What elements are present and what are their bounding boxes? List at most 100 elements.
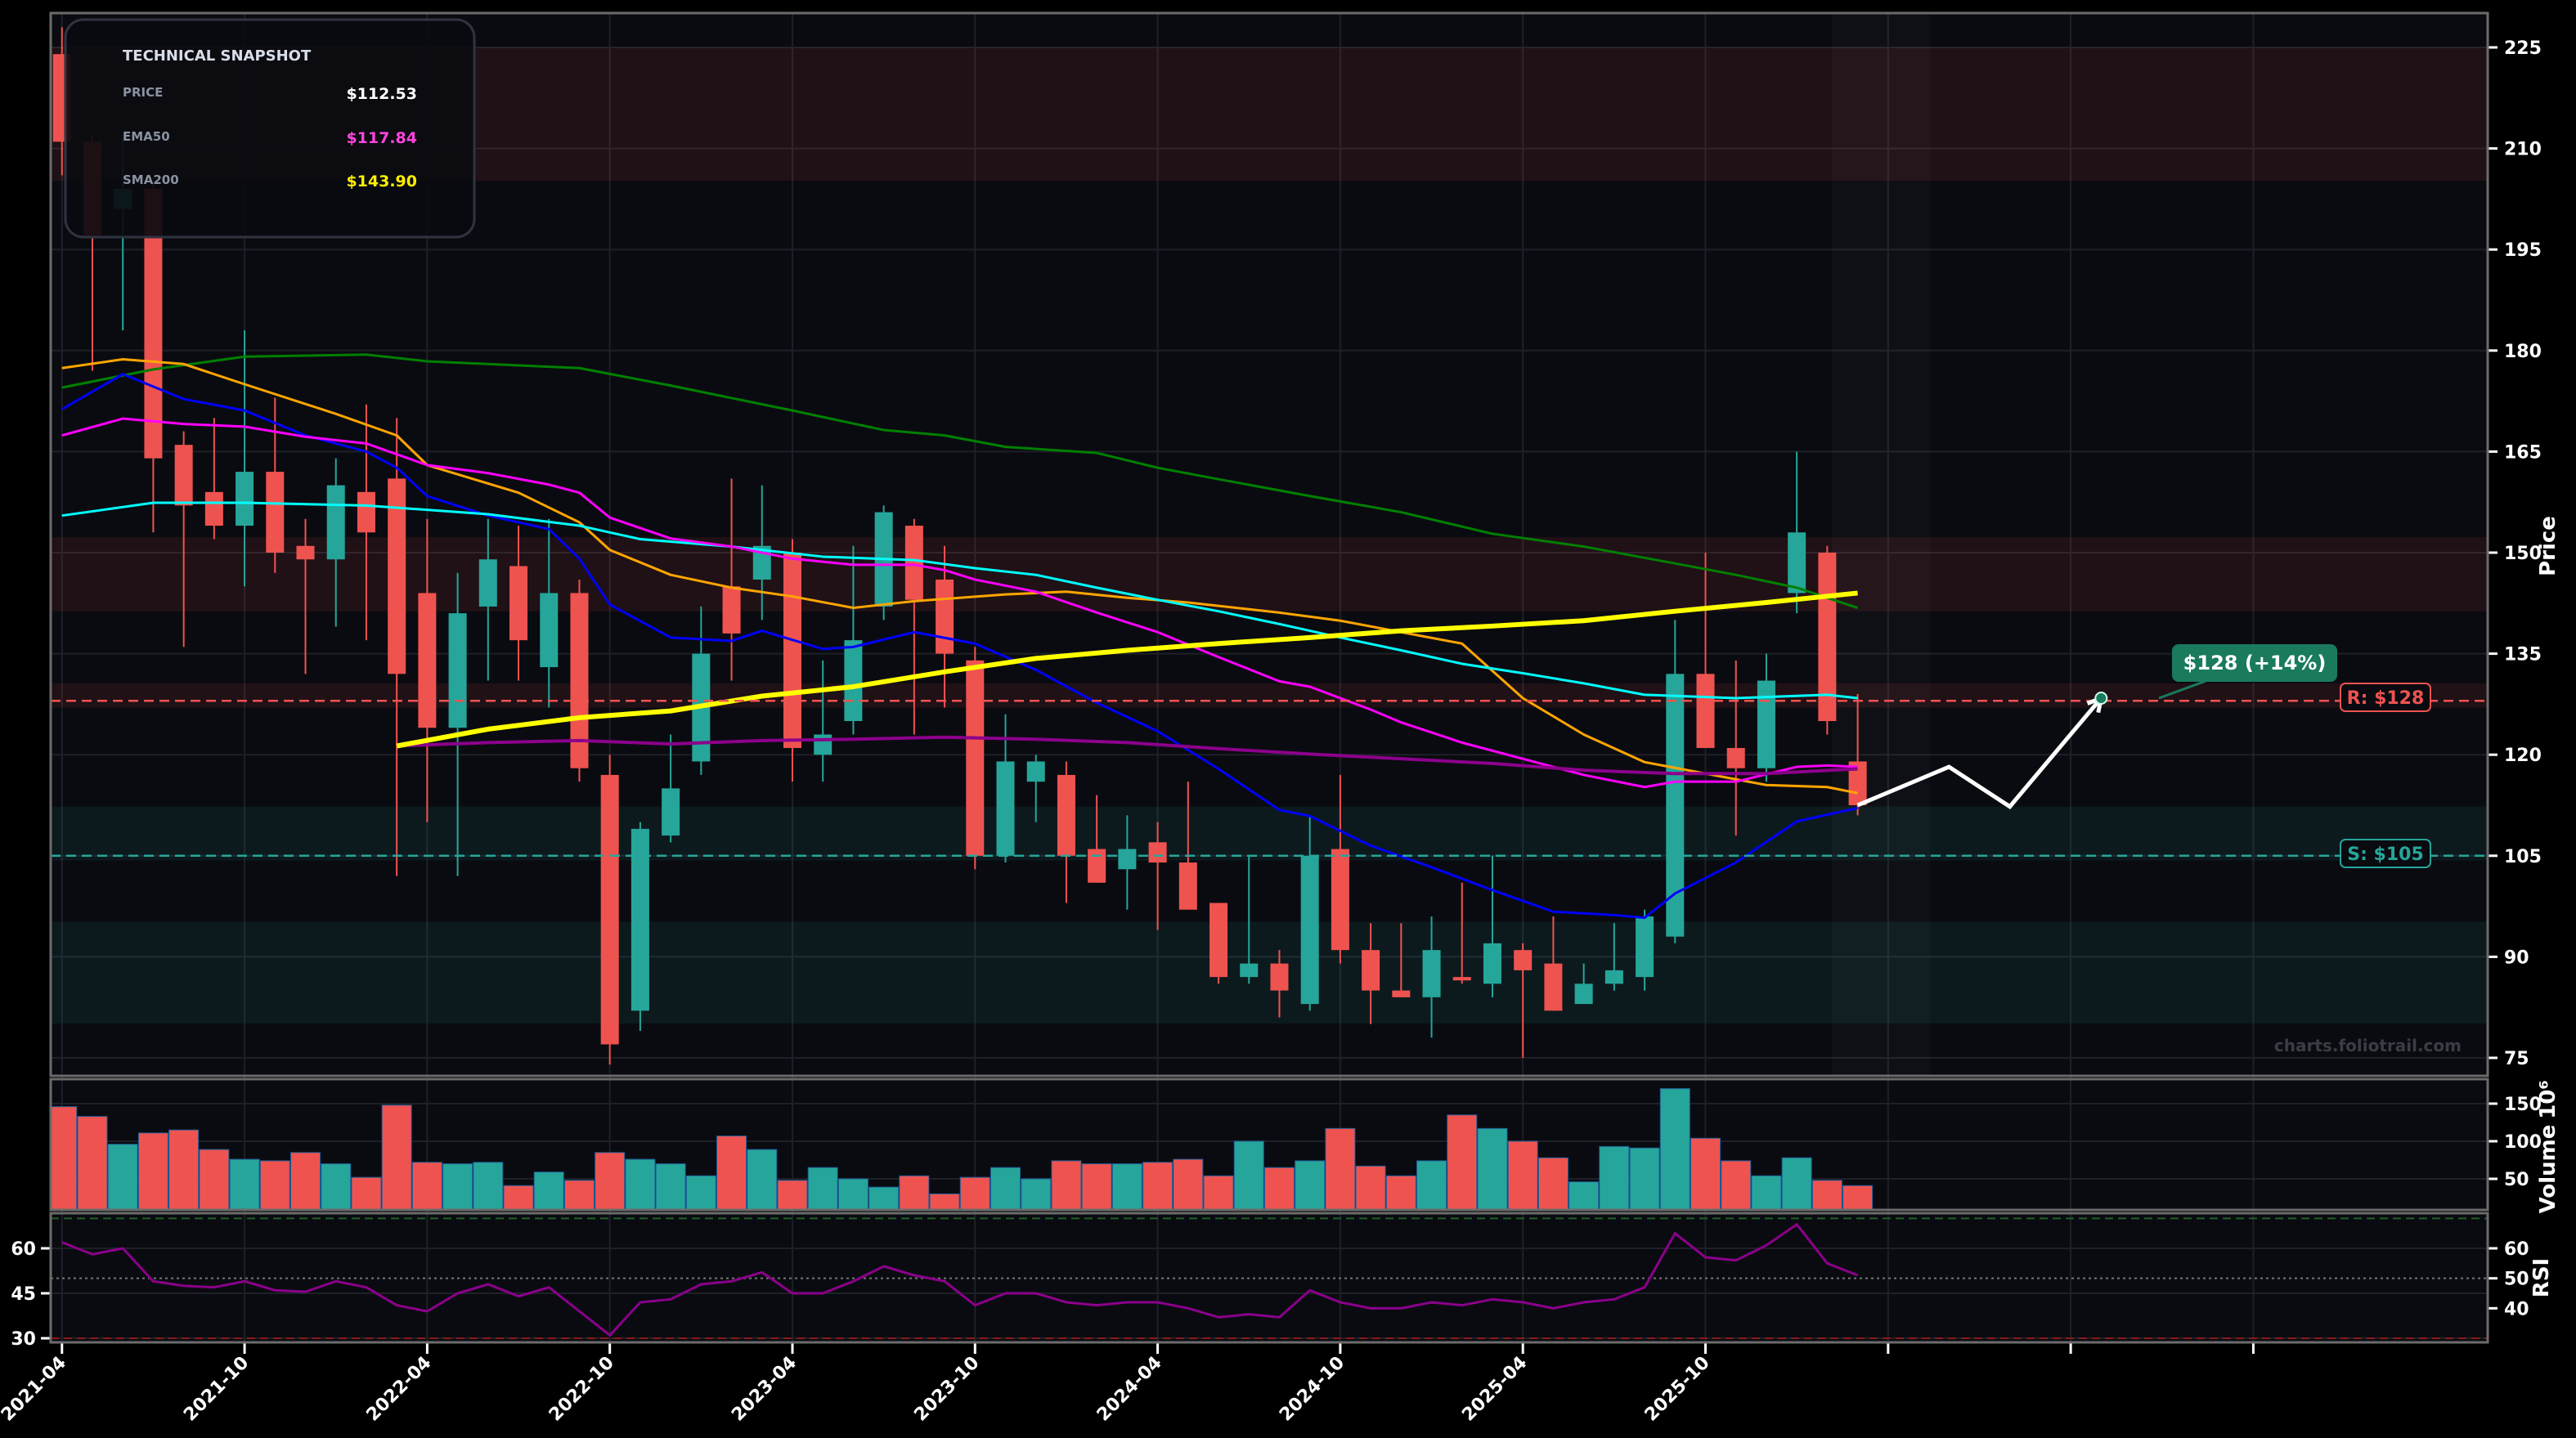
candle-body	[388, 478, 406, 674]
volume-axis-title: Volume	[2536, 1125, 2560, 1214]
candle-body	[418, 593, 437, 728]
volume-bar	[351, 1176, 382, 1210]
moving-average-line	[397, 735, 1858, 776]
volume-bar	[411, 1162, 442, 1210]
volume-bar	[1721, 1160, 1752, 1210]
volume-bar	[1263, 1167, 1295, 1210]
candle-body	[478, 559, 497, 607]
candle-body	[722, 586, 741, 634]
candle-body	[570, 593, 589, 768]
candle-body	[966, 660, 985, 856]
volume-bar	[321, 1163, 352, 1210]
volume-bar	[137, 1132, 168, 1210]
volume-bar	[1447, 1114, 1478, 1210]
recent-period-highlight	[1832, 13, 1930, 1076]
sr-lines	[51, 700, 2488, 858]
target-label: $128 (+14%)	[2183, 652, 2327, 674]
volume-bar	[1537, 1157, 1568, 1210]
volume-bar	[107, 1144, 138, 1210]
price-panel-border	[49, 11, 2489, 1077]
snapshot-price-value: $112.53	[346, 85, 417, 103]
volume-bar	[1811, 1180, 1842, 1210]
resistance-label-text: R: $128	[2347, 688, 2425, 709]
volume-bar	[1051, 1160, 1082, 1210]
candle-body	[509, 566, 528, 641]
candle-body	[1118, 849, 1137, 870]
volume-bar	[290, 1152, 321, 1210]
snapshot-panel	[64, 18, 476, 239]
candle-body	[1636, 916, 1654, 978]
moving-average-line	[61, 417, 1858, 789]
candle-body	[631, 828, 649, 1011]
volume-bar	[1325, 1127, 1356, 1210]
volume-bar	[563, 1180, 595, 1210]
candle-body	[1666, 674, 1685, 937]
candle-body	[236, 472, 254, 526]
volume-bar	[655, 1163, 686, 1210]
candle-body	[662, 788, 680, 836]
volume-bar	[1295, 1160, 1326, 1210]
rsi-left-tick-label: 30	[11, 1329, 36, 1350]
forecast-line	[1856, 697, 2103, 809]
volume-bar	[77, 1116, 108, 1210]
volume-bar	[595, 1152, 626, 1210]
target-label-box	[2172, 644, 2337, 682]
support-zone	[51, 921, 2488, 1024]
volume-bar	[1659, 1088, 1690, 1210]
candle-body	[1057, 774, 1075, 856]
snapshot-sma200-label: SMA200	[123, 172, 179, 187]
price-tick-label: 105	[2504, 847, 2542, 867]
candle-body	[1544, 963, 1563, 1011]
candle-body	[1148, 842, 1167, 863]
volume-bar	[1751, 1175, 1782, 1210]
resistance-label: R: $128	[2340, 683, 2431, 712]
volume-bar	[685, 1175, 716, 1210]
price-tick-label: 135	[2504, 645, 2542, 665]
candle-body	[1088, 849, 1106, 883]
candle-body	[783, 553, 801, 748]
watermark: charts.foliotrail.com	[2274, 1036, 2462, 1055]
candle-body	[1604, 970, 1623, 984]
volume-bar	[1599, 1145, 1630, 1210]
candle-body	[174, 445, 193, 506]
target-point	[2094, 691, 2108, 705]
volume-tick-label: 150	[2504, 1095, 2542, 1115]
target-annotation: $128 (+14%)	[2158, 644, 2337, 700]
candle-body	[1178, 862, 1197, 910]
volume-bar	[929, 1193, 960, 1210]
volume-bar	[1507, 1140, 1538, 1210]
candle-body	[448, 613, 467, 728]
price-tick-label: 195	[2504, 240, 2542, 261]
price-tick-label: 225	[2504, 38, 2542, 59]
candle-body	[1696, 674, 1715, 748]
resistance-zone	[51, 683, 2488, 708]
moving-average-line	[61, 358, 1858, 795]
volume-bar	[1081, 1163, 1112, 1210]
candle-body	[1848, 761, 1867, 805]
snapshot-ema50-value: $117.84	[346, 129, 417, 147]
candle-body	[1331, 849, 1349, 951]
volume-bar	[1629, 1147, 1660, 1210]
candle-body	[1574, 983, 1593, 1005]
volume-bar	[503, 1185, 534, 1210]
candle-body	[1757, 680, 1775, 768]
moving-average-line	[61, 501, 1858, 700]
snapshot-title: TECHNICAL SNAPSHOT	[123, 47, 312, 65]
forecast-path	[1856, 691, 2108, 809]
price-tick-label: 150	[2504, 544, 2542, 564]
volume-bar	[899, 1175, 930, 1210]
volume-bar	[868, 1186, 900, 1210]
candle-body	[1514, 950, 1533, 970]
candle-body	[936, 579, 954, 654]
resistance-label-box	[2340, 683, 2431, 712]
snapshot-sma200-value: $143.90	[346, 172, 417, 190]
candlesticks	[52, 27, 1867, 1065]
candle-body	[204, 491, 223, 526]
volume-bar	[473, 1162, 504, 1210]
support-label-text: S: $105	[2347, 844, 2424, 865]
volume-bar	[1568, 1181, 1600, 1210]
rsi-panel	[51, 1213, 2488, 1342]
volume-bar	[381, 1104, 412, 1210]
support-zone	[51, 806, 2488, 861]
moving-average-lines	[61, 353, 1859, 920]
